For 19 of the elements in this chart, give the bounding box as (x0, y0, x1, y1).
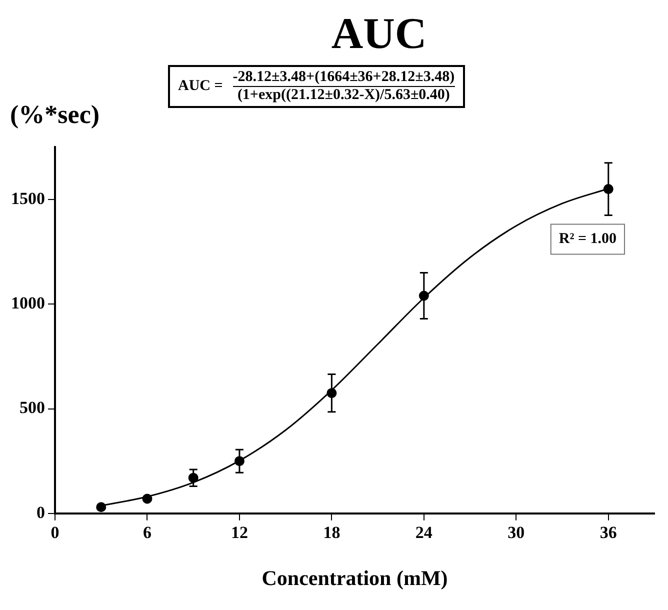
x-tick-label: 12 (230, 522, 248, 542)
x-tick-label: 30 (508, 522, 525, 542)
y-tick-label: 1000 (11, 294, 45, 313)
x-tick-label: 6 (142, 522, 152, 542)
x-tick-label: 0 (50, 522, 60, 542)
x-tick-label: 18 (323, 522, 340, 542)
x-tick-label: 24 (415, 522, 433, 542)
y-tick-label: 500 (20, 398, 45, 418)
x-tick-label: 36 (600, 522, 617, 542)
chart-title: AUC (330, 8, 428, 60)
y-axis-title: (%*sec) (9, 100, 101, 131)
point (96, 502, 106, 512)
text: (1+exp((21.12±0.32-X)/5.63±0.40) (237, 87, 450, 104)
text: -28.12±3.48+(1664±36+28.12±3.48) (232, 69, 455, 87)
y-tick-label: 0 (36, 502, 45, 522)
y-tick-label: 1500 (11, 188, 45, 208)
text: AUC = (178, 78, 223, 95)
annotation: R² = 1.00 (558, 231, 617, 248)
x-axis-title: Concentration (mM) (262, 566, 448, 590)
